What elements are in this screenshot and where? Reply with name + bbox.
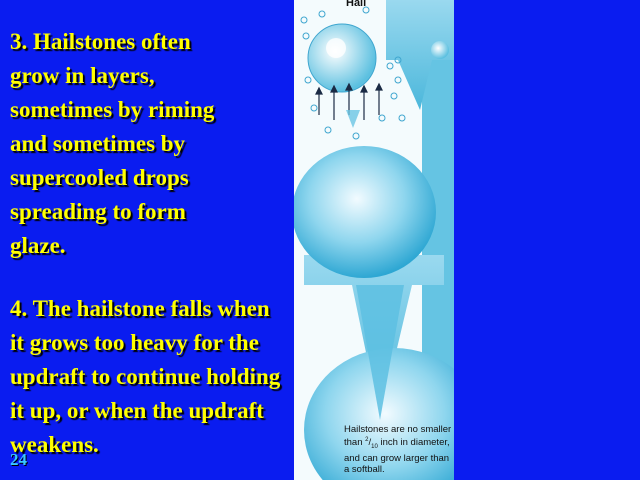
point-3-text: 3. Hailstones often grow in layers, some…: [10, 29, 215, 258]
caption-text-start: Hailstones are no smaller than: [344, 424, 452, 449]
caption-fraction-numerator: 2: [365, 437, 369, 443]
caption-fraction-denominator: 10: [371, 444, 378, 451]
hail-diagram: [294, 0, 454, 480]
slide-number: 24: [10, 450, 27, 469]
hail-label: Hail: [346, 0, 367, 9]
hailstone-size-caption: Hailstones are no smaller than 2/10 inch…: [344, 424, 452, 476]
caption-text-end: inch in diameter, and can grow larger th…: [344, 437, 450, 476]
point-4-text: 4. The hailstone falls when it grows too…: [10, 296, 281, 457]
hail-illustration: Hail Hailstones are no smaller than 2/10…: [294, 0, 454, 480]
